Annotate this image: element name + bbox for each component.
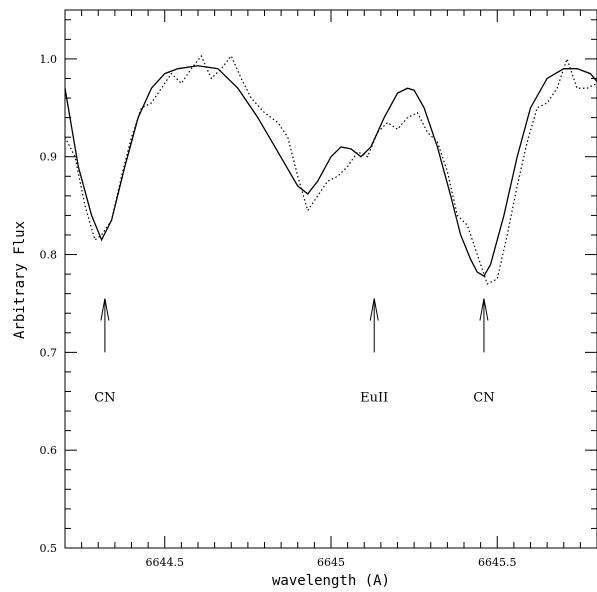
tick-labels: 6644.5 6645 6645.5 0.5 0.6 0.7 0.8 0.9 1.0 [40,53,517,569]
y-tick-label: 0.7 [40,346,58,359]
annotation-arrow-head [369,298,379,321]
plot-frame [64,9,597,549]
annotation-layer: CN EuII CN [94,298,495,405]
x-axis-title: wavelength (A) [272,573,390,589]
x-tick-label: 6644.5 [146,556,185,569]
x-tick-label: 6645.5 [478,556,517,569]
y-tick-label: 1.0 [40,53,58,66]
y-tick-label: 0.8 [40,249,58,262]
x-tick-label: 6645 [317,556,345,569]
annotation-arrow-head [479,298,489,321]
annotation-arrow-head [100,298,110,321]
synthetic-spectrum-line [64,65,597,277]
annotation-label: EuII [360,390,388,405]
y-tick-label: 0.6 [40,444,58,457]
annotation-label: CN [94,390,115,405]
series-layer [64,54,597,285]
y-tick-label: 0.5 [40,542,58,555]
axis-ticks [64,10,597,549]
y-axis-title: Arbitrary Flux [12,221,28,339]
y-tick-label: 0.9 [40,151,58,164]
annotation-label: CN [473,390,494,405]
observed-spectrum-line [64,54,597,285]
